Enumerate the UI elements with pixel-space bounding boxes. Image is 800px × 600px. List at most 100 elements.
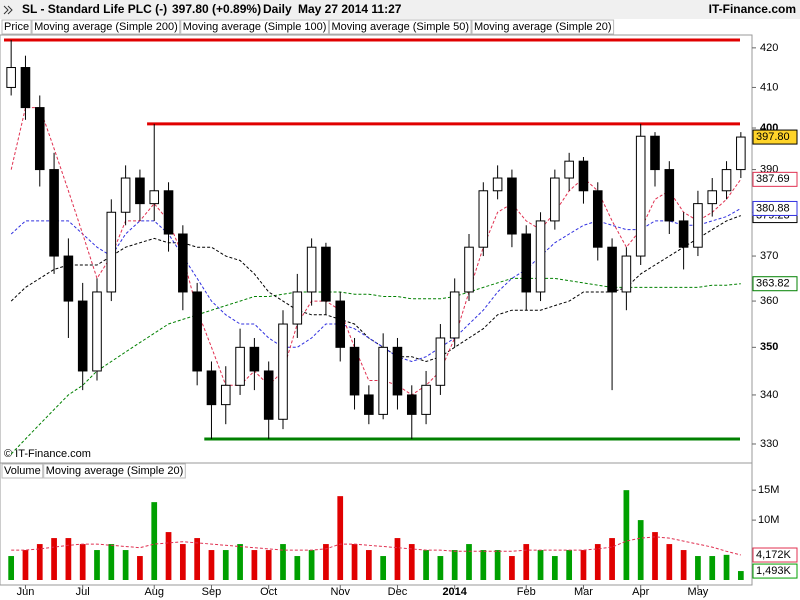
volume-bar [108, 544, 115, 580]
volume-bar [351, 544, 358, 580]
volume-bar [308, 550, 315, 580]
legend-label: Volume [4, 465, 41, 477]
candle-body [321, 246, 331, 302]
candle-body [349, 346, 360, 396]
candle-body [693, 203, 703, 248]
x-tick-label: Aug [144, 586, 164, 598]
volume-bar [494, 550, 501, 580]
value-tag [752, 200, 798, 216]
header-bar [0, 0, 800, 19]
timestamp: May 27 2014 11:27 [298, 2, 402, 16]
volume-bar [394, 538, 401, 580]
y-tick-label: 15M [758, 484, 779, 496]
x-tick-label: Oct [260, 586, 277, 598]
volume-bar [294, 556, 301, 580]
volume-bar [566, 550, 573, 580]
volume-bar [451, 550, 458, 580]
candle-body [507, 177, 517, 235]
candle-body [492, 177, 503, 192]
candle-body [721, 169, 732, 192]
value-tag-label: 380.88 [756, 202, 790, 214]
value-tag [752, 171, 798, 187]
candle-body [464, 246, 474, 293]
y-tick-label: 330 [760, 438, 778, 450]
volume-bar [22, 550, 29, 580]
volume-bar [509, 556, 515, 580]
moving-average [10, 107, 742, 396]
volume-bar [208, 550, 215, 580]
volume-bar [437, 556, 444, 580]
candle-body [707, 190, 718, 205]
candle-body [92, 291, 102, 372]
candle-body [34, 107, 45, 171]
volume-bar [637, 520, 644, 580]
volume-bar [194, 538, 201, 580]
x-tick-label: May [688, 586, 709, 598]
y-tick-label: 360 [760, 295, 778, 307]
candle-body [20, 67, 31, 109]
volume-bar [94, 550, 100, 580]
volume-bar [623, 490, 630, 580]
candle-body [149, 190, 160, 205]
legend: Price Moving average (Simple 200) Moving a… [1, 19, 615, 35]
legend-label: Moving average (Simple 20) [474, 21, 612, 33]
candle-body [564, 160, 574, 179]
candle-body [220, 384, 231, 406]
value-tag [752, 563, 798, 579]
volume-bar [408, 544, 415, 580]
legend-label: Moving average (Simple 100) [183, 21, 327, 33]
menu-icon[interactable] [3, 5, 13, 15]
candle-body [49, 169, 59, 257]
candle-body [335, 300, 346, 348]
value-tag [752, 129, 798, 145]
quote: 397.80 (+0.89%) [172, 2, 261, 16]
volume-bar [323, 544, 329, 580]
candle-body [206, 370, 217, 406]
candle-body [364, 394, 374, 415]
legend-label: Moving average (Simple 20) [46, 465, 184, 477]
volume-bar [237, 544, 243, 580]
x-tick-label: 2014 [442, 586, 467, 598]
value-tag-label: 4,172K [756, 549, 792, 561]
candle-body [550, 177, 560, 222]
candle-body [378, 346, 388, 415]
volume-bar [79, 544, 86, 580]
value-tag-label: 1,493K [756, 565, 792, 577]
moving-average [11, 536, 741, 556]
legend-box [43, 463, 186, 479]
candle-body [435, 337, 446, 386]
x-tick-label: Mar [574, 586, 593, 598]
legend-box [180, 19, 329, 35]
moving-average [10, 277, 741, 455]
volume-bar [265, 550, 272, 580]
volume-bar [380, 556, 387, 580]
candle-body [235, 346, 245, 386]
volume-bar [666, 544, 673, 580]
volume-legend: Volume Moving average (Simple 20) [1, 463, 186, 479]
candle-body [120, 177, 131, 213]
volume-bar [365, 550, 372, 580]
x-tick-label: Nov [330, 586, 350, 598]
value-tag-label: 387.69 [756, 173, 790, 185]
candle-body [192, 291, 202, 372]
candle-body [421, 384, 431, 415]
candle-body [478, 190, 489, 248]
x-tick-label: Feb [517, 586, 536, 598]
candle-body [664, 169, 675, 222]
volume-bar [594, 544, 601, 580]
candle-body [736, 136, 746, 171]
y-tick-label: 410 [760, 81, 778, 93]
candle-body [77, 300, 88, 372]
candle-body [135, 177, 145, 205]
volume-bar [36, 544, 43, 580]
moving-average [10, 208, 742, 363]
y-tick-label: 350 [760, 341, 778, 353]
volume-bar [280, 544, 286, 580]
volume-bar [737, 571, 744, 580]
candle-body [406, 394, 417, 415]
volume-bar [652, 532, 658, 580]
volume-bar [523, 544, 530, 580]
candle-body [635, 135, 646, 257]
candle-body [278, 323, 288, 420]
chart-title: SL - Standard Life PLC (-) [22, 2, 167, 16]
